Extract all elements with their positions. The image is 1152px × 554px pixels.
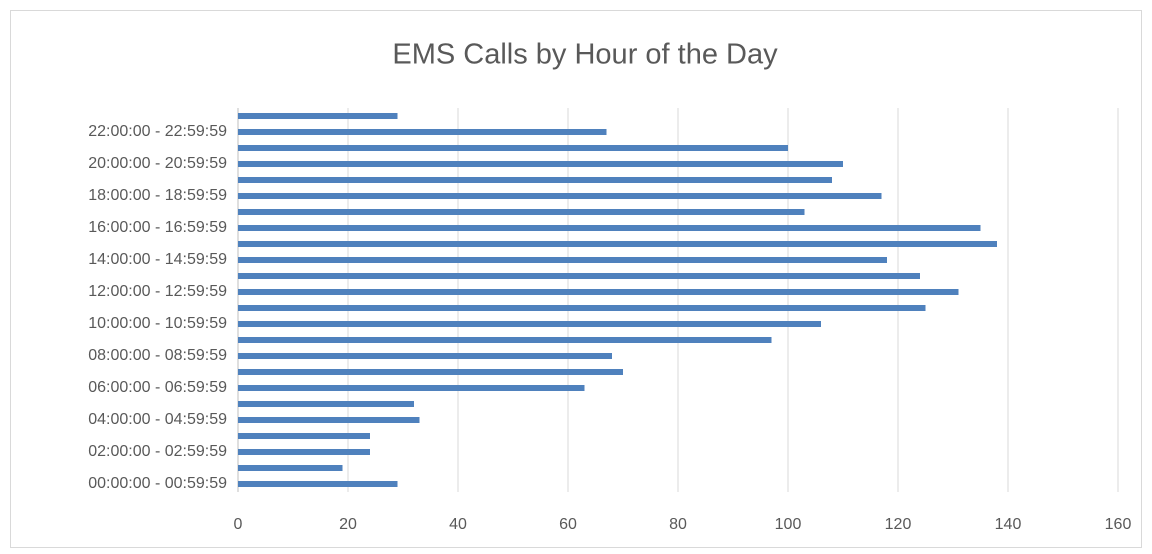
x-tick-label: 160 [1105, 516, 1132, 533]
y-tick-label: 00:00:00 - 00:59:59 [88, 475, 227, 492]
chart-title: EMS Calls by Hour of the Day [392, 39, 778, 71]
bar [238, 481, 398, 487]
bar [238, 113, 398, 119]
bar [238, 145, 788, 151]
y-tick-label: 16:00:00 - 16:59:59 [88, 219, 227, 236]
bar [238, 241, 997, 247]
y-tick-label: 10:00:00 - 10:59:59 [88, 315, 227, 332]
bar [238, 353, 612, 359]
bar [238, 177, 832, 183]
x-tick-label: 120 [885, 516, 912, 533]
bar [238, 465, 343, 471]
bar [238, 385, 585, 391]
bar [238, 193, 882, 199]
y-tick-label: 12:00:00 - 12:59:59 [88, 283, 227, 300]
x-tick-label: 140 [995, 516, 1022, 533]
x-tick-label: 60 [559, 516, 577, 533]
x-tick-label: 20 [339, 516, 357, 533]
bar [238, 225, 981, 231]
bar [238, 369, 623, 375]
y-tick-label: 18:00:00 - 18:59:59 [88, 187, 227, 204]
x-tick-label: 80 [669, 516, 687, 533]
bar [238, 209, 805, 215]
bar [238, 257, 887, 263]
bar [238, 433, 370, 439]
bar [238, 161, 843, 167]
bar [238, 417, 420, 423]
y-tick-label: 06:00:00 - 06:59:59 [88, 379, 227, 396]
x-tick-label: 0 [234, 516, 243, 533]
x-tick-label: 40 [449, 516, 467, 533]
bar [238, 449, 370, 455]
y-tick-label: 20:00:00 - 20:59:59 [88, 155, 227, 172]
x-tick-label: 100 [775, 516, 802, 533]
bar [238, 289, 959, 295]
y-tick-label: 04:00:00 - 04:59:59 [88, 411, 227, 428]
y-tick-label: 14:00:00 - 14:59:59 [88, 251, 227, 268]
bar [238, 129, 607, 135]
y-tick-label: 08:00:00 - 08:59:59 [88, 347, 227, 364]
y-tick-label: 22:00:00 - 22:59:59 [88, 123, 227, 140]
bar [238, 337, 772, 343]
bar [238, 401, 414, 407]
bar [238, 321, 821, 327]
y-tick-label: 02:00:00 - 02:59:59 [88, 443, 227, 460]
bar [238, 305, 926, 311]
bar [238, 273, 920, 279]
